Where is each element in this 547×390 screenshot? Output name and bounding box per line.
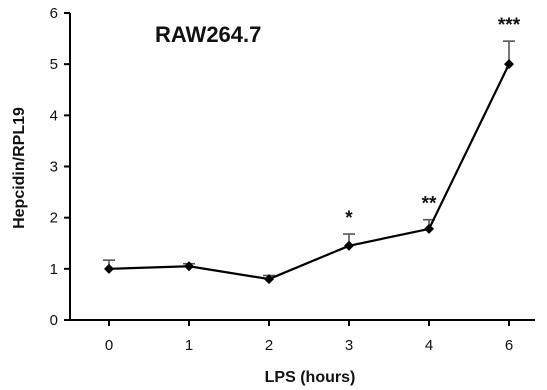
data-point <box>264 274 274 285</box>
x-tick-label: 0 <box>105 337 113 354</box>
y-tick-label: 1 <box>50 261 58 278</box>
significance-label: ** <box>422 194 437 215</box>
axes: 0 1 2 3 4 5 6 0 1 2 3 4 6 <box>50 5 535 354</box>
data-point <box>504 59 514 70</box>
x-tick-label: 4 <box>425 337 433 354</box>
chart-title: RAW264.7 <box>155 22 261 47</box>
x-tick-label: 2 <box>265 337 273 354</box>
series-layer: ****** <box>103 15 521 285</box>
series-line <box>108 63 510 281</box>
y-tick-label: 2 <box>50 210 58 227</box>
significance-label: *** <box>498 15 521 36</box>
x-axis-title: LPS (hours) <box>265 369 356 386</box>
data-point <box>344 240 354 251</box>
x-tick-label: 1 <box>185 337 193 354</box>
data-point <box>184 261 194 272</box>
x-tick-label: 3 <box>345 337 353 354</box>
y-tick-label: 5 <box>50 56 58 73</box>
y-tick-label: 0 <box>50 312 58 329</box>
significance-label: * <box>345 208 353 229</box>
data-point <box>104 263 114 274</box>
y-tick-label: 3 <box>50 159 58 176</box>
x-tick-label: 6 <box>505 337 513 354</box>
y-axis-title: Hepcidin/RPL19 <box>11 107 28 229</box>
data-point <box>424 223 434 234</box>
y-tick-label: 6 <box>50 5 58 22</box>
y-tick-label: 4 <box>50 107 58 124</box>
